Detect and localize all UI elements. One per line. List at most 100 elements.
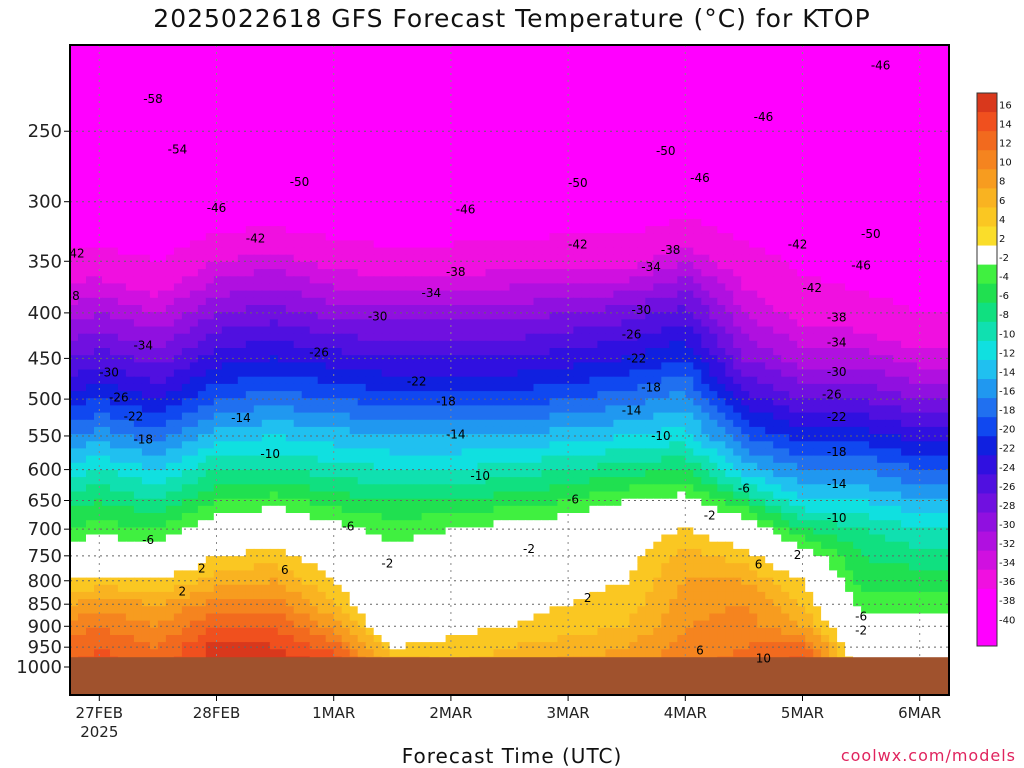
- heat-cell: [461, 290, 471, 299]
- heat-cell: [861, 32, 870, 40]
- heat-cell: [885, 240, 894, 249]
- heat-cell: [389, 305, 399, 313]
- heat-cell: [693, 226, 702, 234]
- heat-cell: [877, 45, 886, 48]
- heat-cell: [725, 140, 734, 148]
- heat-cell: [877, 226, 886, 234]
- heat-cell: [397, 125, 407, 134]
- heat-cell: [421, 204, 431, 213]
- heat-cell: [221, 45, 231, 48]
- heat-cell: [941, 254, 949, 263]
- heat-cell: [541, 204, 551, 213]
- heat-cell: [709, 154, 718, 163]
- heat-cell: [397, 46, 407, 55]
- heat-cell: [277, 254, 287, 263]
- heat-cell: [429, 96, 439, 105]
- heat-cell: [381, 125, 391, 134]
- heat-cell: [917, 333, 926, 342]
- heat-cell: [901, 89, 910, 98]
- heat-cell: [885, 197, 894, 206]
- heat-cell: [157, 125, 167, 134]
- heat-cell: [773, 168, 782, 177]
- heat-cell: [149, 61, 159, 69]
- heat-cell: [197, 140, 207, 148]
- heat-cell: [597, 319, 606, 328]
- heat-cell: [102, 32, 111, 40]
- heat-cell: [533, 147, 543, 155]
- heat-cell: [541, 340, 551, 349]
- heat-cell: [853, 46, 862, 55]
- heat-cell: [677, 312, 686, 320]
- heat-cell: [725, 254, 734, 263]
- heat-cell: [181, 175, 191, 184]
- heat-cell: [789, 25, 798, 33]
- heat-cell: [621, 132, 630, 141]
- heat-cell: [437, 190, 447, 198]
- heat-cell: [213, 168, 223, 177]
- heat-cell: [213, 190, 223, 198]
- heat-cell: [709, 104, 718, 112]
- heat-cell: [781, 319, 790, 328]
- heat-cell: [797, 61, 806, 69]
- heat-cell: [453, 175, 463, 184]
- heat-cell: [709, 68, 718, 76]
- heat-cell: [669, 68, 678, 76]
- heat-cell: [805, 233, 814, 241]
- heat-cell: [621, 276, 630, 285]
- heat-cell: [197, 161, 207, 170]
- heat-cell: [853, 233, 862, 241]
- heat-cell: [845, 125, 854, 134]
- heat-cell: [237, 297, 247, 306]
- heat-cell: [613, 89, 622, 98]
- heat-cell: [181, 218, 191, 227]
- heat-cell: [181, 89, 191, 98]
- heat-cell: [797, 140, 806, 148]
- heat-cell: [509, 305, 519, 313]
- heat-cell: [277, 96, 287, 105]
- heat-cell: [141, 104, 151, 112]
- heat-cell: [110, 312, 119, 320]
- heat-cell: [317, 190, 327, 198]
- heat-cell: [861, 96, 870, 105]
- heat-cell: [493, 168, 503, 177]
- heat-cell: [405, 82, 415, 91]
- heat-cell: [549, 45, 559, 48]
- heat-cell: [173, 312, 183, 320]
- heat-cell: [917, 75, 926, 84]
- heat-cell: [901, 312, 910, 320]
- heat-cell: [70, 226, 79, 234]
- heat-cell: [261, 290, 271, 299]
- heat-cell: [229, 140, 239, 148]
- heat-cell: [157, 226, 167, 234]
- heat-cell: [861, 75, 870, 84]
- heat-cell: [589, 104, 598, 112]
- heat-cell: [237, 46, 247, 55]
- heat-cell: [213, 297, 223, 306]
- heat-cell: [597, 340, 606, 349]
- heat-cell: [573, 96, 582, 105]
- heat-cell: [221, 190, 231, 198]
- heat-cell: [102, 61, 111, 69]
- heat-cell: [469, 104, 479, 112]
- heat-cell: [701, 283, 710, 292]
- heat-cell: [269, 89, 279, 98]
- heat-cell: [797, 211, 806, 220]
- heat-cell: [445, 240, 455, 249]
- heat-cell: [493, 305, 503, 313]
- heat-cell: [677, 305, 686, 313]
- heat-cell: [326, 32, 335, 40]
- heat-cell: [581, 211, 590, 220]
- heat-cell: [749, 96, 758, 105]
- heat-cell: [885, 104, 894, 112]
- heat-cell: [205, 305, 215, 313]
- heat-cell: [581, 147, 590, 155]
- heat-cell: [173, 68, 183, 76]
- heat-cell: [341, 348, 351, 356]
- heat-cell: [773, 333, 782, 342]
- heat-cell: [381, 333, 391, 342]
- heat-cell: [869, 45, 878, 48]
- heat-cell: [357, 68, 367, 76]
- heat-cell: [173, 111, 183, 120]
- heat-cell: [429, 104, 439, 112]
- heat-cell: [333, 68, 343, 76]
